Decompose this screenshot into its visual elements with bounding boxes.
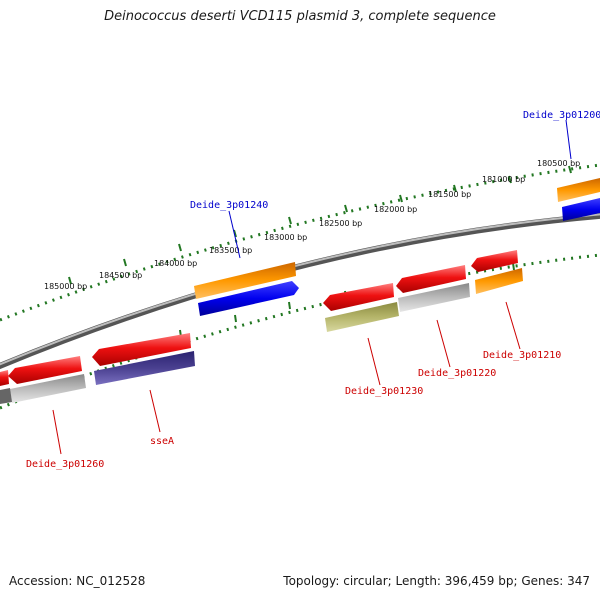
major-tick <box>288 216 292 225</box>
reverse-features <box>0 250 523 404</box>
major-tick <box>453 184 457 193</box>
gene-feature-deide-3p01240[interactable] <box>194 262 296 299</box>
major-tick <box>568 165 572 174</box>
scale-labels: 180500 bp 181000 bp 181500 bp 182000 bp … <box>44 159 580 291</box>
scale-label: 182000 bp <box>374 205 417 214</box>
cds-feature-deide-3p01240[interactable] <box>198 281 299 316</box>
gene-label-deide-3p01210[interactable]: Deide_3p01210 <box>483 350 561 361</box>
gene-feature-partial[interactable] <box>0 388 12 404</box>
scale-label: 180500 bp <box>537 159 580 168</box>
cds-feature-deide-3p01200[interactable] <box>562 198 600 221</box>
gene-label-deide-3p01230[interactable]: Deide_3p01230 <box>345 386 423 397</box>
major-tick <box>233 229 237 238</box>
gene-label-deide-3p01240[interactable]: Deide_3p01240 <box>190 200 268 211</box>
scale-label: 181500 bp <box>428 190 471 199</box>
map-title: Deinococcus deserti VCD115 plasmid 3, co… <box>104 9 496 24</box>
accession-text: Accession: NC_012528 <box>9 574 146 588</box>
gene-feature-deide-3p01200[interactable] <box>557 178 600 202</box>
gene-label-deide-3p01220[interactable]: Deide_3p01220 <box>418 368 496 379</box>
gene-feature-deide-3p01260[interactable] <box>10 374 86 403</box>
gene-label-deide-3p01260[interactable]: Deide_3p01260 <box>26 459 104 470</box>
scale-label: 184000 bp <box>154 259 197 268</box>
outer-tick-ring <box>0 163 600 322</box>
gene-label-deide-3p01200[interactable]: Deide_3p01200 <box>523 110 600 121</box>
gene-feature-ssea[interactable] <box>94 351 195 385</box>
cds-feature-ssea[interactable] <box>92 333 191 366</box>
scale-label: 184500 bp <box>99 271 142 280</box>
scale-label: 182500 bp <box>319 219 362 228</box>
major-tick <box>508 175 512 184</box>
cds-feature-deide-3p01230[interactable] <box>323 283 394 311</box>
gene-labels: Deide_3p01200 Deide_3p01240 Deide_3p0121… <box>26 110 600 470</box>
cds-feature-deide-3p01220[interactable] <box>396 265 466 293</box>
major-tick <box>178 243 182 252</box>
scale-label: 181000 bp <box>482 175 525 184</box>
gene-feature-deide-3p01230[interactable] <box>325 302 399 332</box>
major-tick <box>344 204 348 213</box>
major-tick <box>123 258 127 267</box>
forward-features <box>194 178 600 316</box>
major-tick <box>68 276 72 285</box>
scale-label: 183500 bp <box>209 246 252 255</box>
gene-feature-deide-3p01210[interactable] <box>475 268 523 294</box>
leader-lines <box>52 119 572 455</box>
backbone <box>0 212 600 370</box>
scale-label: 183000 bp <box>264 233 307 242</box>
gene-feature-deide-3p01220[interactable] <box>398 283 470 312</box>
cds-feature-deide-3p01260[interactable] <box>8 356 82 384</box>
cds-feature-partial[interactable] <box>0 370 9 386</box>
scale-label: 185000 bp <box>44 282 87 291</box>
topology-text: Topology: circular; Length: 396,459 bp; … <box>283 574 590 588</box>
cds-feature-deide-3p01210[interactable] <box>471 250 518 272</box>
major-tick <box>399 194 403 203</box>
gene-label-ssea[interactable]: sseA <box>150 436 174 447</box>
